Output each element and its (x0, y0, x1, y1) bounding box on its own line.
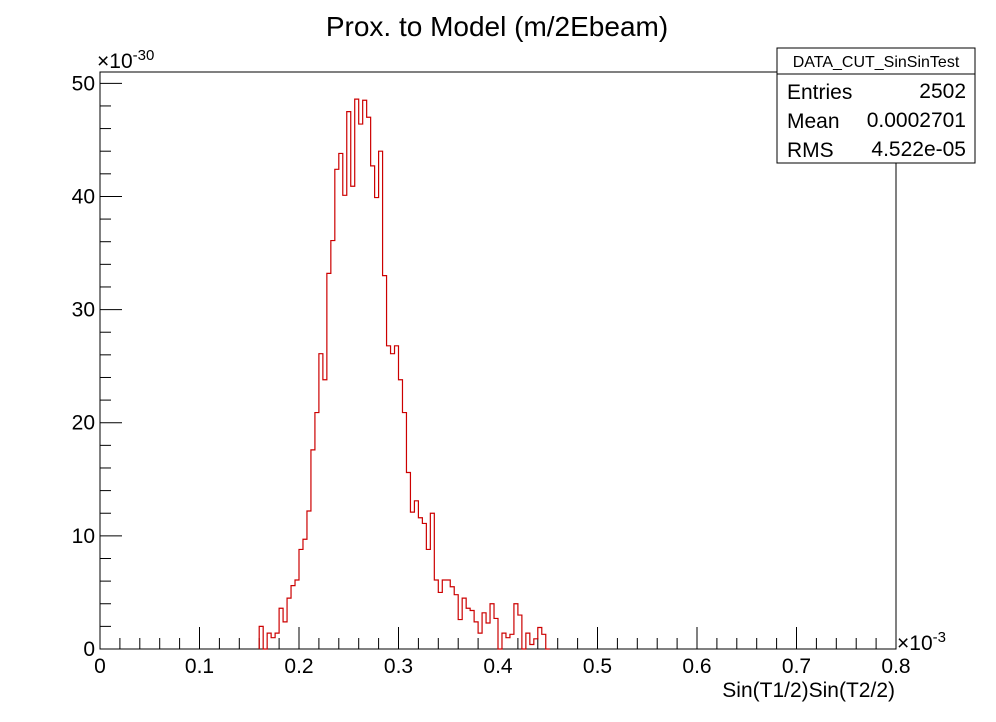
x-tick-label: 0.1 (185, 655, 214, 678)
x-axis-multiplier: ×10-3 (897, 629, 946, 655)
y-tick-label: 20 (72, 412, 95, 435)
histogram-outline (258, 98, 550, 650)
x-tick-label: 0.8 (881, 655, 910, 678)
y-axis-tick-labels: 0 10 20 30 40 50 (72, 72, 95, 661)
chart-title: Prox. to Model (m/2Ebeam) (326, 11, 668, 42)
stats-box-title: DATA_CUT_SinSinTest (793, 54, 960, 71)
x-tick-label: 0 (94, 655, 106, 678)
x-axis-tick-labels: 0 0.1 0.2 0.3 0.4 0.5 0.6 0.7 0.8 (94, 655, 910, 678)
x-tick-label: 0.2 (284, 655, 313, 678)
y-multiplier-exponent: -30 (133, 47, 155, 64)
stats-entries-label: Entries (787, 81, 852, 104)
y-tick-label: 50 (72, 72, 95, 95)
x-multiplier-exponent: -3 (933, 629, 946, 646)
x-tick-label: 0.6 (682, 655, 711, 678)
histogram-series (258, 98, 550, 650)
x-axis-ticks (99, 627, 897, 649)
stats-box-frame (776, 47, 976, 164)
y-axis-ticks (100, 82, 122, 650)
x-axis-label: Sin(T1/2)Sin(T2/2) (722, 679, 895, 702)
y-tick-label: 10 (72, 525, 95, 548)
stats-mean-label: Mean (787, 110, 840, 133)
x-tick-label: 0.5 (583, 655, 612, 678)
stats-rms-label: RMS (787, 139, 834, 162)
stats-box: DATA_CUT_SinSinTest Entries 2502 Mean 0.… (776, 47, 976, 164)
y-tick-label: 30 (72, 299, 95, 322)
stats-entries-value: 2502 (919, 80, 966, 103)
x-tick-label: 0.7 (782, 655, 811, 678)
x-tick-label: 0.4 (483, 655, 513, 678)
stats-rms-value: 4.522e-05 (871, 138, 966, 161)
stats-mean-value: 0.0002701 (867, 109, 966, 132)
x-multiplier-base: ×10 (897, 632, 933, 655)
x-tick-label: 0.3 (384, 655, 413, 678)
y-tick-label: 40 (72, 185, 95, 208)
y-tick-label: 0 (83, 638, 95, 661)
y-axis-multiplier: ×10-30 (97, 47, 154, 73)
y-multiplier-base: ×10 (97, 50, 133, 73)
